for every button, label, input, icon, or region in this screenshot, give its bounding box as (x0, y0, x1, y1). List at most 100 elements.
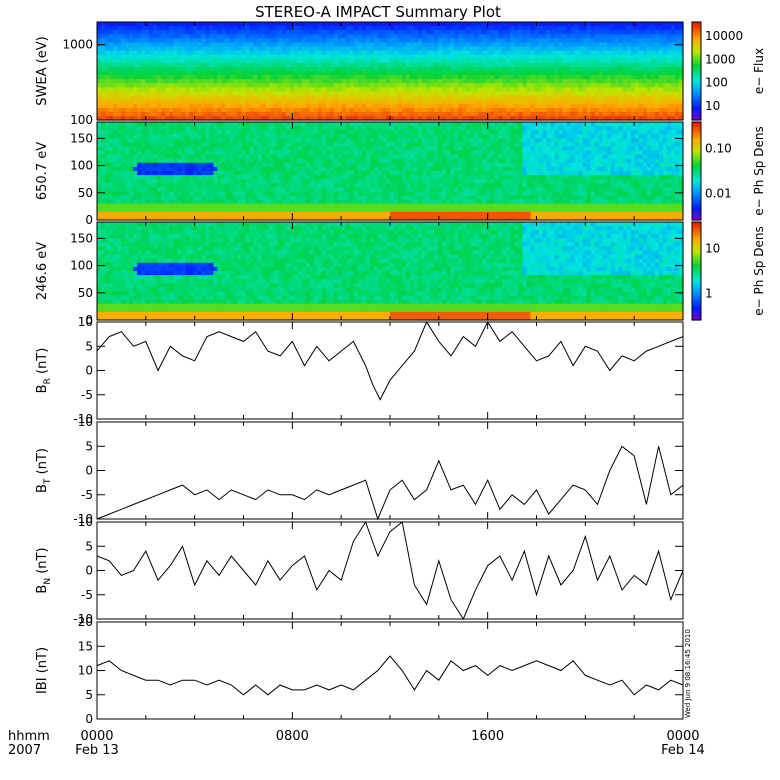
heatmap-cell (237, 50, 243, 56)
heatmap-cell (666, 66, 672, 72)
heatmap-cell (446, 58, 451, 64)
heatmap-cell (678, 107, 684, 113)
heatmap-cell (113, 179, 118, 184)
heatmap-cell (237, 38, 243, 44)
heatmap-cell (121, 91, 126, 97)
heatmap-cell (594, 71, 600, 76)
heatmap-cell (197, 34, 202, 39)
heatmap-cell (546, 71, 552, 76)
heatmap-cell (129, 175, 134, 180)
heatmap-cell (430, 26, 435, 31)
heatmap-cell (237, 95, 243, 101)
heatmap-cell (233, 107, 239, 113)
heatmap-cell (418, 62, 423, 68)
heatmap-cell (349, 38, 355, 44)
heatmap-cell (614, 42, 620, 48)
heatmap-cell (293, 187, 299, 193)
heatmap-cell (594, 38, 600, 44)
heatmap-cell (574, 42, 580, 48)
heatmap-cell (141, 138, 146, 144)
heatmap-cell (670, 22, 676, 27)
heatmap-cell (666, 75, 672, 80)
heatmap-cell (237, 166, 243, 172)
heatmap-cell (109, 71, 114, 76)
heatmap-cell (490, 99, 495, 105)
heatmap-cell (161, 42, 166, 48)
heatmap-cell (434, 111, 439, 117)
heatmap-cell (269, 146, 275, 152)
heatmap-cell (626, 115, 632, 121)
heatmap-cell (353, 42, 359, 48)
heatmap-cell (341, 207, 347, 213)
heatmap-cell (97, 30, 102, 35)
heatmap-cell (249, 162, 255, 168)
heatmap-cell (638, 79, 644, 84)
heatmap-cell (385, 54, 391, 60)
heatmap-cell (341, 215, 347, 221)
heatmap-cell (125, 158, 130, 164)
heatmap-cell (406, 95, 411, 101)
heatmap-cell (658, 83, 664, 88)
heatmap-cell (325, 158, 331, 164)
heatmap-cell (670, 66, 676, 72)
heatmap-cell (470, 38, 475, 44)
heatmap-cell (678, 71, 684, 76)
heatmap-cell (365, 83, 371, 88)
heatmap-cell (482, 83, 487, 88)
heatmap-cell (574, 87, 580, 93)
heatmap-cell (662, 79, 668, 84)
heatmap-cell (337, 195, 343, 201)
heatmap-cell (317, 75, 323, 80)
heatmap-cell (297, 179, 303, 184)
heatmap-cell (345, 58, 351, 64)
heatmap-cell (249, 126, 255, 131)
heatmap-cell (289, 30, 295, 35)
heatmap-cell (161, 115, 166, 121)
heatmap-cell (614, 91, 620, 97)
heatmap-cell (654, 115, 660, 121)
heatmap-cell (261, 203, 267, 209)
heatmap-cell (333, 187, 339, 193)
heatmap-cell (674, 46, 680, 52)
heatmap-cell (678, 66, 684, 72)
heatmap-cell (281, 34, 287, 39)
heatmap-cell (177, 158, 182, 164)
heatmap-cell (181, 58, 186, 64)
heatmap-cell (309, 199, 315, 205)
heatmap-cell (618, 66, 624, 72)
heatmap-cell (361, 103, 367, 109)
heatmap-cell (357, 99, 363, 105)
heatmap-cell (670, 79, 676, 84)
heatmap-cell (221, 87, 227, 93)
heatmap-cell (277, 158, 283, 164)
heatmap-cell (474, 50, 479, 56)
heatmap-cell (654, 62, 660, 68)
heatmap-cell (634, 111, 640, 117)
heatmap-cell (638, 87, 644, 93)
heatmap-cell (165, 162, 170, 168)
heatmap-cell (526, 30, 532, 35)
heatmap-cell (598, 66, 604, 72)
heatmap-cell (285, 107, 291, 113)
heatmap-cell (197, 115, 202, 121)
heatmap-cell (245, 107, 251, 113)
heatmap-cell (309, 66, 315, 72)
heatmap-cell (602, 30, 608, 35)
heatmap-cell (305, 150, 311, 156)
heatmap-cell (454, 30, 459, 35)
heatmap-cell (281, 91, 287, 97)
heatmap-cell (293, 215, 299, 221)
heatmap-cell (514, 66, 520, 72)
heatmap-cell (273, 91, 279, 97)
heatmap-cell (261, 130, 267, 135)
heatmap-cell (237, 154, 243, 160)
heatmap-cell (402, 115, 407, 121)
heatmap-cell (369, 95, 375, 101)
heatmap-cell (550, 83, 556, 88)
heatmap-cell (209, 54, 214, 60)
heatmap-cell (113, 115, 118, 121)
heatmap-cell (398, 79, 403, 84)
heatmap-cell (109, 211, 114, 217)
heatmap-cell (590, 50, 596, 56)
heatmap-cell (197, 146, 202, 152)
